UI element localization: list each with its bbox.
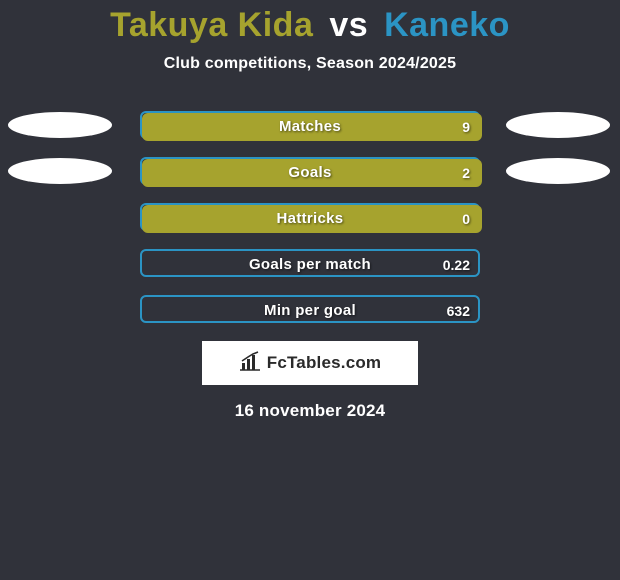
brand-logo-box: FcTables.com — [202, 341, 418, 385]
player2-name: Kaneko — [384, 6, 510, 44]
stat-label: Hattricks — [142, 205, 478, 233]
date-text: 16 november 2024 — [0, 401, 620, 421]
stat-label: Matches — [142, 113, 478, 141]
stat-track: Goals2 — [140, 157, 480, 185]
stat-value-right: 9 — [462, 113, 470, 141]
stat-value-right: 2 — [462, 159, 470, 187]
comparison-chart: Matches9Goals2Hattricks0Goals per match0… — [0, 111, 620, 323]
stat-label: Goals — [142, 159, 478, 187]
stat-track: Matches9 — [140, 111, 480, 139]
stat-value-right: 0.22 — [443, 251, 470, 279]
player2-avatar — [506, 158, 610, 184]
stat-row: Min per goal632 — [0, 295, 620, 323]
stat-value-right: 632 — [447, 297, 470, 325]
brand-text: FcTables.com — [267, 353, 382, 373]
chart-icon — [239, 351, 261, 376]
player1-avatar — [8, 112, 112, 138]
stat-track: Goals per match0.22 — [140, 249, 480, 277]
page-title: Takuya Kida vs Kaneko — [0, 0, 620, 45]
stat-value-right: 0 — [462, 205, 470, 233]
player1-name: Takuya Kida — [110, 6, 313, 44]
player2-avatar — [506, 112, 610, 138]
stat-row: Hattricks0 — [0, 203, 620, 231]
stat-label: Goals per match — [142, 251, 478, 279]
stat-track: Min per goal632 — [140, 295, 480, 323]
stat-row: Goals per match0.22 — [0, 249, 620, 277]
stat-track: Hattricks0 — [140, 203, 480, 231]
player1-avatar — [8, 158, 112, 184]
subtitle: Club competitions, Season 2024/2025 — [0, 55, 620, 73]
stat-label: Min per goal — [142, 297, 478, 325]
vs-text: vs — [329, 6, 368, 44]
